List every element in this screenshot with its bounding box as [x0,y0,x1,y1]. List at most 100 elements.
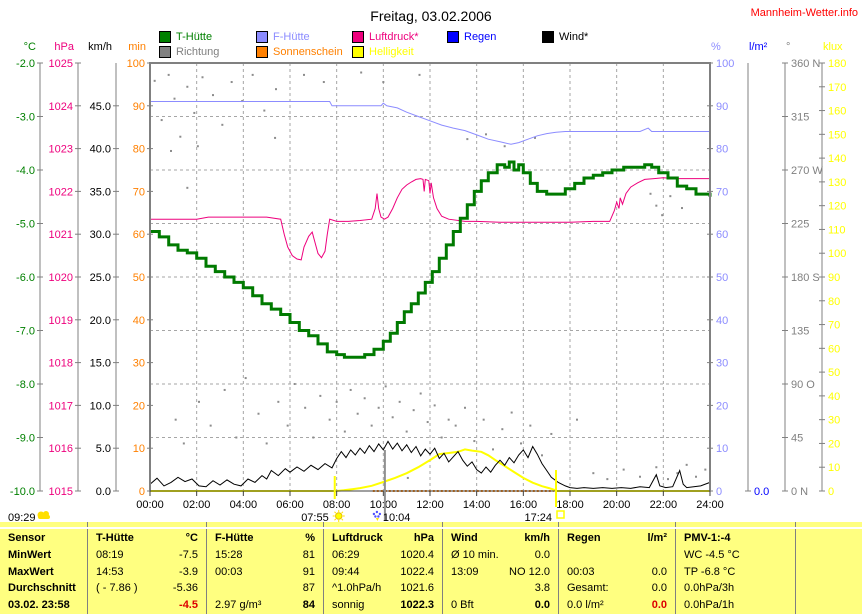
axis-tick-label-°C: -9.0 [16,433,35,445]
axis-tick-label-km/h: 0.0 [96,486,111,498]
axis-tick-label-°C: -5.0 [16,219,35,231]
axis-tick-label-min: 10 [133,443,145,455]
series-richtung-point [406,476,409,479]
snow-icon [372,512,376,516]
legend-label: Wind* [559,31,589,43]
table-cell-label: 0.0hPa/1h [684,599,735,612]
table-row [796,547,862,564]
axis-unit-label: km/h [88,41,112,53]
series-richtung-point [170,149,172,152]
axis-tick-label-°: 225 [791,219,809,231]
table-row: 09:44 1022.4 [324,564,442,581]
series-richtung-point [382,81,385,84]
axis-tick-label-min: 30 [133,358,145,370]
axis-unit-label: °C [24,41,36,53]
table-column-3: Luftdruck hPa 06:29 1020.4 09:44 1022.4 ^1.0hP… [323,522,442,614]
axis-tick-label-%: 10 [716,443,728,455]
series-richtung-point [550,432,553,435]
series-richtung-point [343,430,346,433]
table-cell-value: 1022.3 [400,599,434,612]
marker-time-label: 17:24 [524,512,552,524]
axis-tick-label-hPa: 1019 [49,315,73,327]
axis-unit-label: l/m² [749,41,768,53]
table-cell-label: 2.97 g/m³ [215,599,262,612]
axis-tick-label-°: 0 N [791,486,808,498]
legend-swatch-icon [256,46,268,58]
series-richtung-point [174,418,177,421]
axis-tick-label-hPa: 1015 [49,486,73,498]
series-richtung-point [235,436,238,439]
table-cell-value: % [305,532,315,544]
series-richtung-point [447,418,450,421]
series-richtung-point [275,88,277,91]
table-cell-label: PMV-1:-4 [684,532,731,544]
legend-swatch-icon [447,31,459,43]
legend-item-helligkeit: Helligkeit [352,46,414,58]
axis-tick-label-km/h: 30.0 [90,229,111,241]
series-richtung-point [196,145,199,148]
axis-tick-label-°: 90 O [791,379,815,391]
table-cell-value: 87 [302,582,315,595]
table-row: 0.0hPa/3h [676,580,795,597]
series-richtung-point [541,454,543,457]
axis-tick-label-°: 315 [791,112,809,124]
series-richtung-point [661,214,664,217]
x-axis-label: 04:00 [230,499,258,511]
axis-tick-label-%: 20 [716,400,728,412]
series-richtung-point [201,76,204,79]
legend-label: Luftdruck* [369,31,419,43]
table-column-1: T-Hütte °C 08:19 -7.5 14:53 -3.9 ( - 7.86 ) -5.… [87,522,206,614]
table-cell-label: 09:44 [332,565,360,578]
axis-tick-label-klux: 80 [828,296,840,308]
series-richtung-point [695,475,697,478]
table-row [559,547,675,564]
series-richtung-point [398,400,401,403]
axis-tick-label-%: 100 [716,58,734,70]
series-richtung-point [492,448,494,451]
legend-item-t-h-tte: T-Hütte [159,31,212,43]
series-wind [149,440,711,489]
axis-tick-label-%: 70 [716,186,728,198]
series-richtung-point [153,79,156,82]
series-richtung-point [667,478,669,481]
series-richtung-point [328,418,331,421]
table-row: F-Hütte% [207,530,323,547]
table-cell-value: -5.36 [172,582,198,595]
axis-tick-label-hPa: 1022 [49,186,73,198]
table-cell-label: ( - 7.86 ) [96,582,138,595]
summary-table: Sensor MinWert MaxWert Durchschnitt 03.02. 2… [0,522,862,614]
legend-item-regen: Regen [447,31,496,43]
table-cell-value: 0.0 [651,582,667,595]
series-richtung-point [649,192,652,195]
series-richtung-point [704,468,707,471]
table-cell-label: 14:53 [96,565,124,578]
axis-tick-label-min: 90 [133,101,145,113]
axis-tick-label-%: 80 [716,144,728,156]
table-row: 13:09 NO 12.0 [443,564,558,581]
axis-tick-label-hPa: 1020 [49,272,73,284]
series-richtung-point [244,377,247,380]
axis-tick-label-°C: -2.0 [16,58,35,70]
legend-swatch-icon [542,31,554,43]
series-richtung-point [319,394,322,397]
series-richtung-point [277,400,280,403]
table-cell-value: 0.0 [534,548,550,561]
series-richtung-point [510,411,513,414]
table-row: 06:29 1020.4 [324,547,442,564]
table-cell-label: MaxWert [8,565,54,578]
series-richtung-point [520,442,522,445]
axis-tick-label-min: 80 [133,144,145,156]
site-link[interactable]: Mannheim-Wetter.info [750,7,858,19]
series-richtung-point [251,73,254,76]
axis-tick-label-°C: -6.0 [16,272,35,284]
table-row: Durchschnitt [0,580,87,597]
axis-unit-label: ° [786,41,790,53]
axis-tick-label-l/m²: 0.0 [754,486,769,498]
table-cell-label: Luftdruck [332,532,383,544]
axis-tick-label-km/h: 10.0 [90,400,111,412]
table-row: Wind km/h [443,530,558,547]
table-cell-value: 1020.4 [400,548,434,561]
axis-unit-label: min [128,41,146,53]
series-richtung-point [167,73,170,76]
sun-icon [341,518,344,521]
